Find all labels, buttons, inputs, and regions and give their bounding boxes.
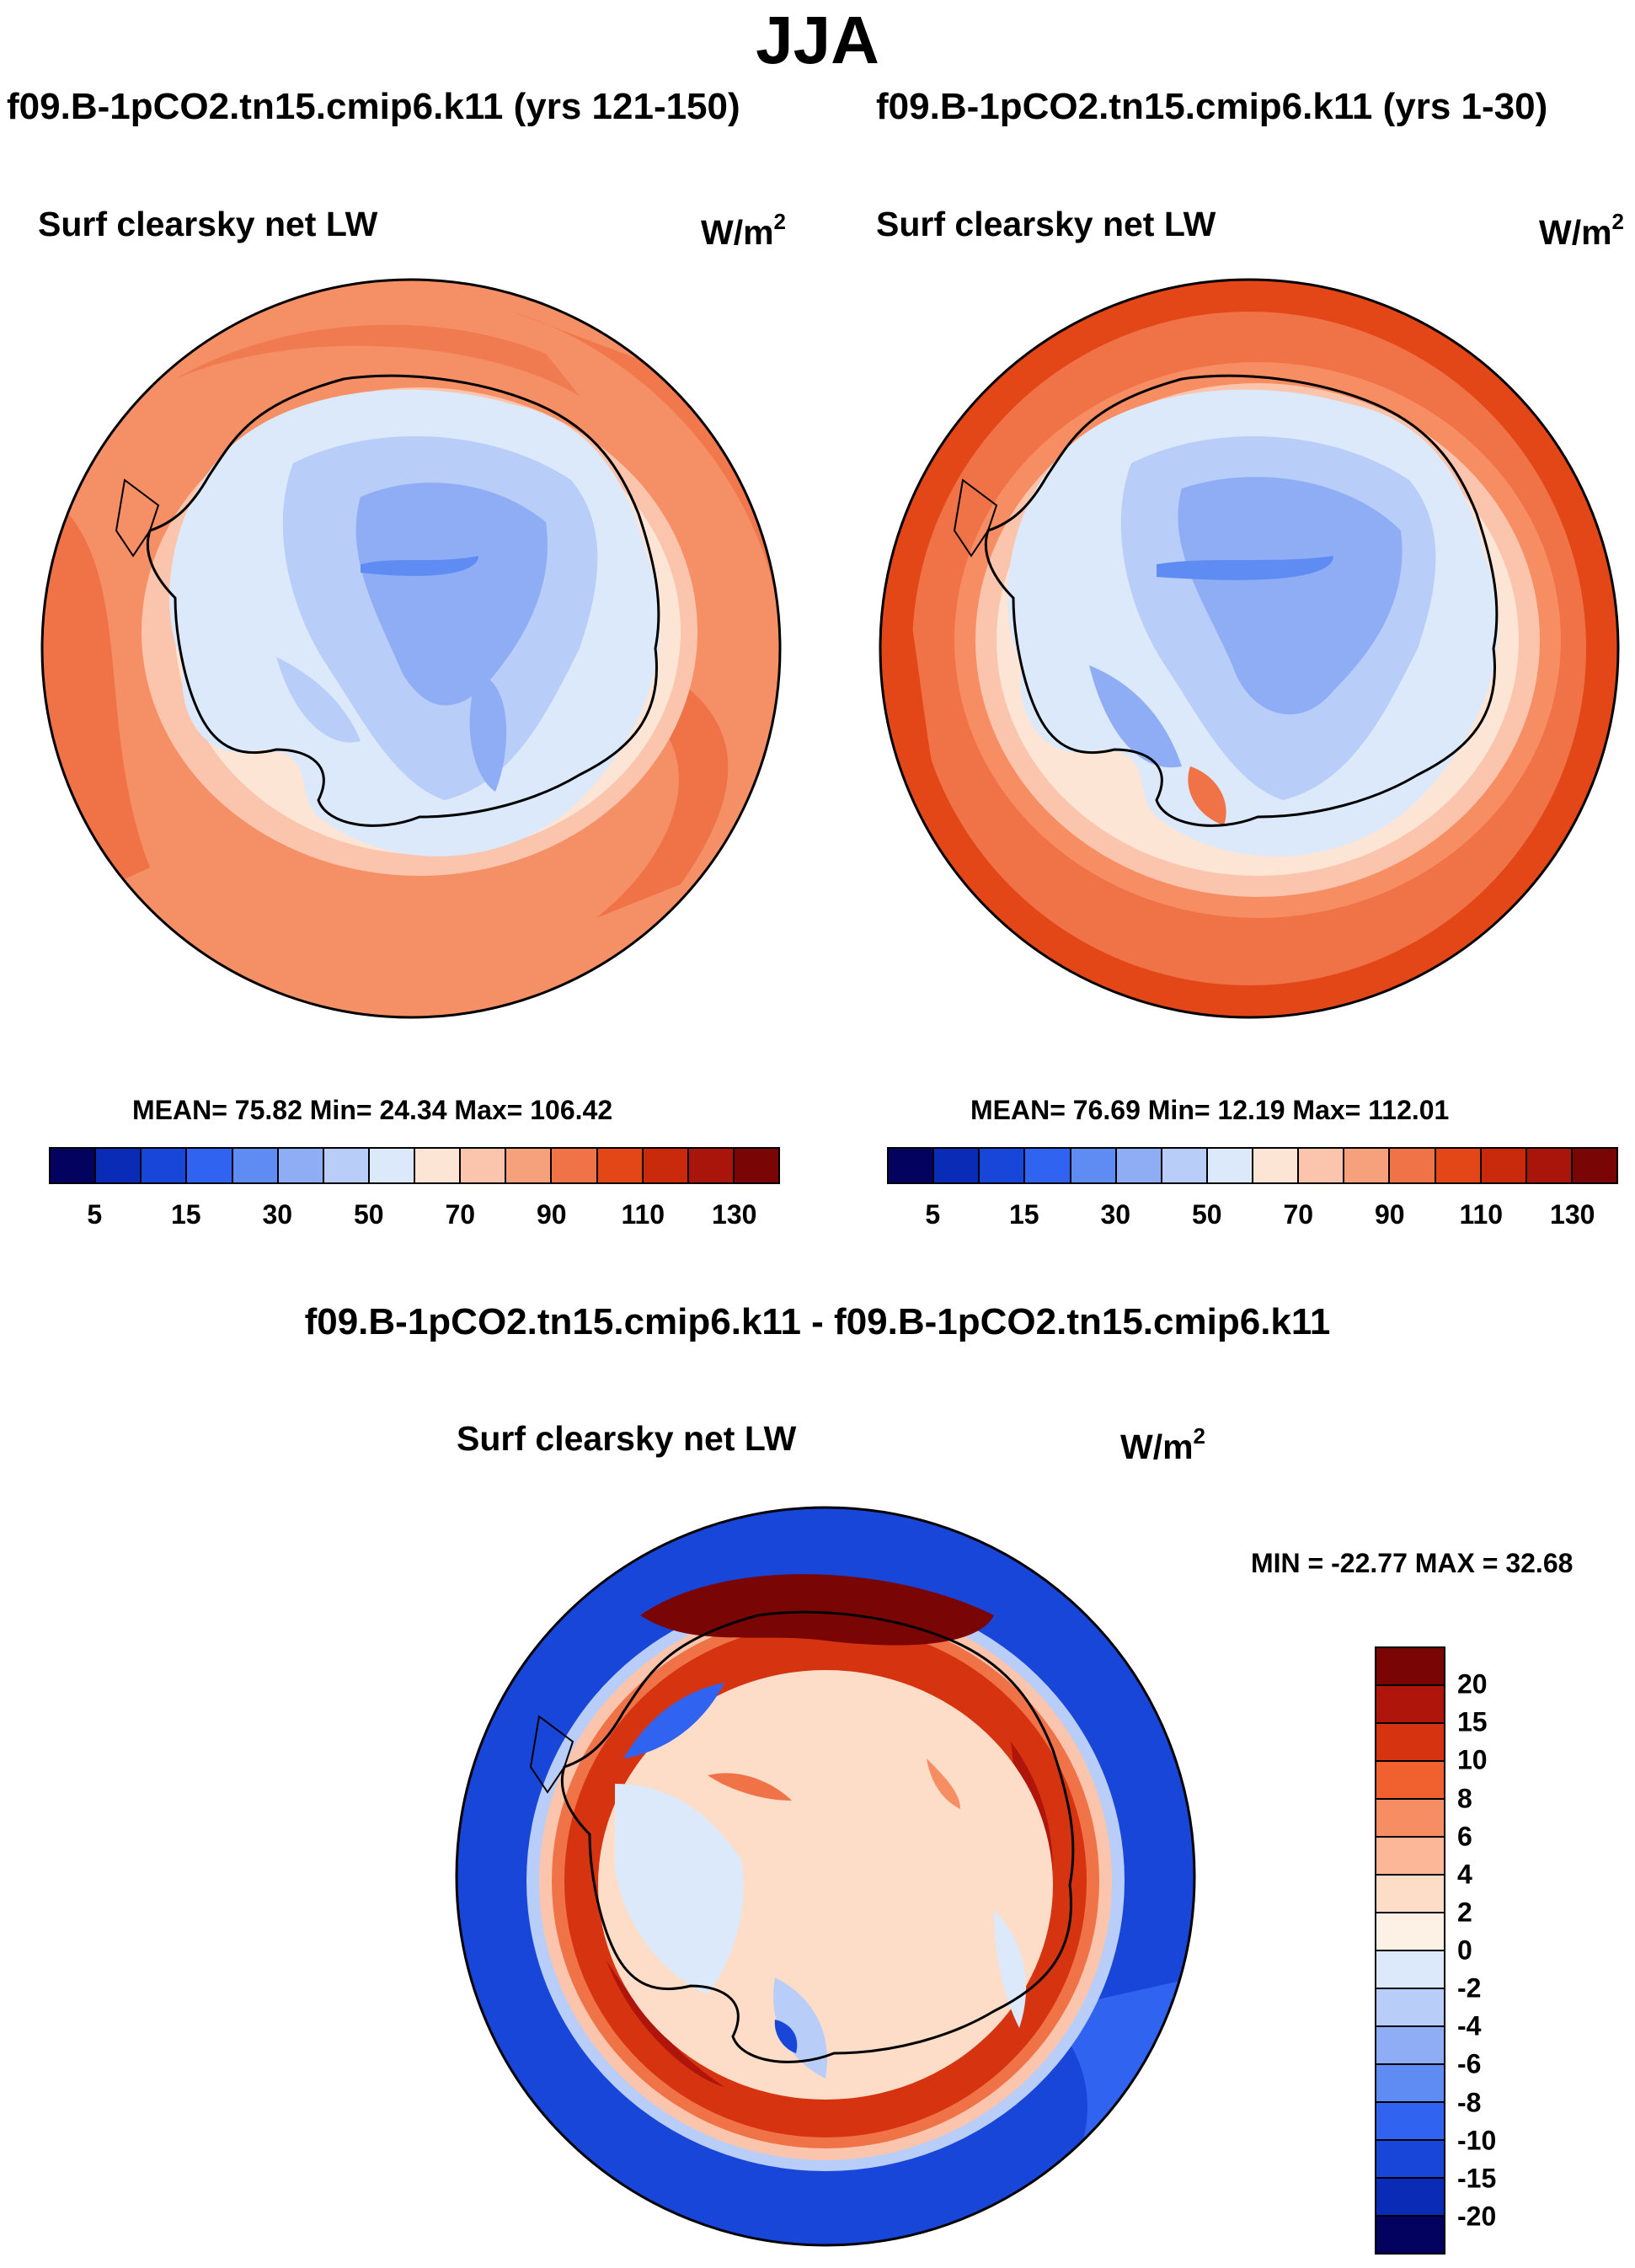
right-stats: MEAN= 76.69 Min= 12.19 Max= 112.01 (970, 1095, 1450, 1125)
colorbar-swatch (1376, 2179, 1444, 2217)
colorbar-tick-label: 8 (1457, 1783, 1472, 1813)
colorbar-swatch (506, 1149, 553, 1182)
colorbar-swatch (51, 1149, 97, 1182)
colorbar-swatch (1390, 1149, 1436, 1182)
diff-stats: MIN = -22.77 MAX = 32.68 (1251, 1548, 1574, 1578)
colorbar-tick-label: 10 (1457, 1744, 1488, 1775)
colorbar-swatch (323, 1149, 370, 1182)
colorbar-tick-label: 50 (353, 1199, 384, 1230)
colorbar-swatch (1116, 1149, 1162, 1182)
colorbar-swatch (278, 1149, 324, 1182)
left-stats: MEAN= 75.82 Min= 24.34 Max= 106.42 (132, 1095, 613, 1125)
colorbar-swatch (1253, 1149, 1300, 1182)
colorbar-swatch (1376, 1724, 1444, 1762)
colorbar-swatch (597, 1149, 644, 1182)
colorbar-tick-label: 70 (1283, 1199, 1314, 1230)
colorbar-swatch (369, 1149, 415, 1182)
colorbar-swatch (1162, 1149, 1208, 1182)
colorbar-tick-label: 15 (1008, 1199, 1039, 1230)
colorbar-tick-label: 0 (1457, 1934, 1472, 1966)
colorbar-swatch (688, 1149, 735, 1182)
colorbar-tick-label: 15 (170, 1199, 201, 1230)
right-case-title: f09.B-1pCO2.tn15.cmip6.k11 (yrs 1-30) (876, 86, 1548, 127)
colorbar-swatch (1344, 1149, 1391, 1182)
colorbar-swatch (980, 1149, 1026, 1182)
left-map (40, 278, 782, 1019)
colorbar-swatch (934, 1149, 980, 1182)
diff-map (455, 1506, 1196, 2247)
colorbar-swatch (96, 1149, 142, 1182)
colorbar-tick-label: 5 (925, 1199, 941, 1230)
colorbar-tick-label: 90 (536, 1199, 567, 1230)
colorbar-swatch (1207, 1149, 1253, 1182)
right-units-label: W/m2 (1539, 209, 1625, 252)
colorbar-swatch (1376, 2027, 1444, 2065)
colorbar-tick-label: 30 (262, 1199, 293, 1230)
colorbar-swatch (734, 1149, 778, 1182)
colorbar-swatch (1376, 1876, 1444, 1913)
colorbar-tick-label: 90 (1374, 1199, 1405, 1230)
colorbar-tick-label: 30 (1100, 1199, 1131, 1230)
colorbar-swatch (1376, 2103, 1444, 2141)
colorbar-tick-label: 2 (1457, 1897, 1472, 1928)
colorbar-swatch (1376, 1686, 1444, 1724)
diff-case-title: f09.B-1pCO2.tn15.cmip6.k11 - f09.B-1pCO2… (304, 1301, 1331, 1342)
colorbar-tick-label: 4 (1457, 1859, 1472, 1890)
colorbar-tick-label: -8 (1457, 2087, 1482, 2117)
colorbar-swatch (1376, 1648, 1444, 1686)
colorbar-swatch (1299, 1149, 1345, 1182)
colorbar-swatch (1376, 1838, 1444, 1876)
colorbar-tick-label: 6 (1457, 1821, 1472, 1852)
colorbar-swatch (1481, 1149, 1527, 1182)
colorbar-swatch (1376, 1800, 1444, 1838)
left-colorbar (49, 1147, 780, 1184)
colorbar-tick-label: -2 (1457, 1972, 1482, 2004)
colorbar-swatch (1376, 2217, 1444, 2253)
colorbar-swatch (1071, 1149, 1117, 1182)
colorbar-tick-label: 5 (87, 1199, 103, 1230)
colorbar-tick-label: -15 (1457, 2163, 1497, 2194)
colorbar-tick-label: 130 (712, 1199, 757, 1230)
colorbar-swatch (1376, 2065, 1444, 2103)
colorbar-tick-label: -4 (1457, 2010, 1482, 2041)
right-colorbar (887, 1147, 1618, 1184)
colorbar-swatch (1376, 1951, 1444, 1989)
colorbar-swatch (461, 1149, 507, 1182)
colorbar-tick-label: -10 (1457, 2125, 1497, 2156)
right-map (879, 278, 1620, 1019)
colorbar-swatch (142, 1149, 188, 1182)
diff-units-label: W/m2 (1120, 1423, 1206, 1466)
colorbar-swatch (1376, 1989, 1444, 2027)
colorbar-swatch (1376, 2141, 1444, 2179)
colorbar-swatch (1572, 1149, 1616, 1182)
colorbar-tick-label: 70 (445, 1199, 476, 1230)
colorbar-swatch (232, 1149, 279, 1182)
left-units-label: W/m2 (701, 209, 787, 252)
diff-variable-label: Surf clearsky net LW (457, 1419, 797, 1458)
diff-colorbar (1375, 1646, 1445, 2255)
colorbar-swatch (1025, 1149, 1071, 1182)
colorbar-swatch (1376, 1762, 1444, 1800)
colorbar-swatch (889, 1149, 935, 1182)
colorbar-swatch (552, 1149, 598, 1182)
colorbar-swatch (1376, 1913, 1444, 1951)
colorbar-tick-label: 15 (1457, 1706, 1488, 1737)
colorbar-swatch (643, 1149, 689, 1182)
figure-title: JJA (756, 3, 879, 77)
colorbar-swatch (415, 1149, 462, 1182)
colorbar-tick-label: 50 (1191, 1199, 1222, 1230)
colorbar-swatch (187, 1149, 233, 1182)
colorbar-tick-label: -6 (1457, 2048, 1482, 2079)
colorbar-swatch (1435, 1149, 1482, 1182)
colorbar-swatch (1526, 1149, 1573, 1182)
left-case-title: f09.B-1pCO2.tn15.cmip6.k11 (yrs 121-150) (7, 86, 740, 127)
colorbar-tick-label: 110 (1459, 1199, 1504, 1230)
colorbar-tick-label: -20 (1457, 2201, 1497, 2232)
left-variable-label: Surf clearsky net LW (38, 205, 378, 243)
colorbar-tick-label: 20 (1457, 1668, 1488, 1700)
colorbar-tick-label: 110 (621, 1199, 665, 1230)
colorbar-tick-label: 130 (1550, 1199, 1595, 1230)
right-variable-label: Surf clearsky net LW (876, 205, 1216, 243)
